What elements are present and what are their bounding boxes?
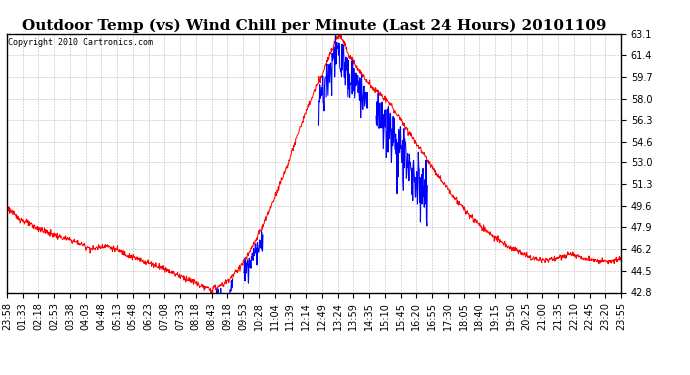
Text: Copyright 2010 Cartronics.com: Copyright 2010 Cartronics.com: [8, 38, 152, 46]
Title: Outdoor Temp (vs) Wind Chill per Minute (Last 24 Hours) 20101109: Outdoor Temp (vs) Wind Chill per Minute …: [21, 18, 607, 33]
